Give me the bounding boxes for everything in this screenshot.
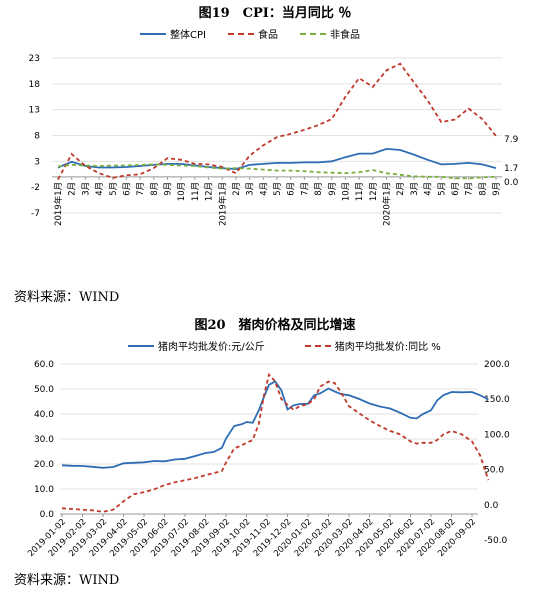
x-tick-label: 4月 xyxy=(95,182,105,196)
legend-label-yoy: 猪肉平均批发价:同比 % xyxy=(334,342,441,353)
y-tick-label-left: 30.0 xyxy=(34,435,54,445)
x-tick-label: 8月 xyxy=(478,182,488,196)
x-tick-label: 6月 xyxy=(122,182,132,196)
x-tick-label: 3月 xyxy=(246,182,256,196)
series-line-cpi xyxy=(57,147,497,171)
x-tick-label: 3月 xyxy=(81,182,91,196)
series-line-nonfood xyxy=(57,163,497,180)
y-tick-label-left: 60.0 xyxy=(34,360,54,370)
y-tick-label-left: 40.0 xyxy=(34,410,54,420)
y-tick-label: 3 xyxy=(34,157,40,167)
x-tick-label: 11月 xyxy=(355,182,365,201)
legend-item-nonfood: 非食品 xyxy=(299,26,360,41)
y-tick-label: 18 xyxy=(29,80,41,90)
y-tick-label: -2 xyxy=(31,183,40,193)
legend-item-price: 猪肉平均批发价:元/公斤 xyxy=(128,338,265,353)
x-tick-label: 10月 xyxy=(177,182,187,201)
y-tick-label-left: 20.0 xyxy=(34,460,54,470)
x-tick-label: 5月 xyxy=(437,182,447,196)
legend-label-nonfood: 非食品 xyxy=(329,30,360,41)
chart2-title: 图20 猪肉价格及同比增速 xyxy=(194,318,356,333)
chart2-legend: 猪肉平均批发价:元/公斤 猪肉平均批发价:同比 % xyxy=(128,338,463,353)
chart2-source: 资料来源：WIND xyxy=(14,573,120,588)
y-tick-label-right: 150.0 xyxy=(484,395,510,405)
x-tick-label: 2019年1月 xyxy=(53,182,64,226)
x-tick-label: 5月 xyxy=(109,182,119,196)
y-tick-label-left: 0.0 xyxy=(40,510,55,520)
x-tick-label: 7月 xyxy=(465,182,475,196)
x-tick-label: 11月 xyxy=(191,182,201,201)
chart1-legend: 整体CPI 食品 非食品 xyxy=(140,26,382,41)
x-tick-label: 2月 xyxy=(232,182,242,196)
legend-swatch-nonfood xyxy=(299,32,326,35)
series-line-price xyxy=(61,380,489,469)
x-tick-label: 9月 xyxy=(328,182,338,196)
y-tick-label-right: 100.0 xyxy=(484,430,510,440)
x-tick-label: 8月 xyxy=(314,182,324,196)
chart1-source: 资料来源：WIND xyxy=(14,290,120,305)
x-tick-label: 2020年1月 xyxy=(382,182,393,226)
end-value-label: 0.0 xyxy=(504,178,519,188)
y-tick-label: -7 xyxy=(31,209,40,219)
x-tick-label: 6月 xyxy=(287,182,297,196)
legend-label-cpi: 整体CPI xyxy=(170,30,206,41)
y-tick-label-left: 50.0 xyxy=(34,385,54,395)
y-tick-label-right: -50.0 xyxy=(484,536,508,546)
x-tick-label: 8月 xyxy=(150,182,160,196)
legend-label-food: 食品 xyxy=(257,30,278,41)
legend-swatch-price xyxy=(128,344,154,347)
y-tick-label: 13 xyxy=(29,106,40,116)
x-tick-label: 9月 xyxy=(164,182,174,196)
x-tick-label: 5月 xyxy=(273,182,283,196)
x-tick-label: 7月 xyxy=(300,182,310,196)
y-tick-label-left: 10.0 xyxy=(34,485,54,495)
y-tick-label-right: 50.0 xyxy=(484,466,504,476)
x-tick-label: 12月 xyxy=(205,182,215,201)
chart1-title: 图19 CPI：当月同比 ％ xyxy=(198,6,352,21)
legend-item-cpi: 整体CPI xyxy=(140,26,206,41)
y-tick-label: 23 xyxy=(29,54,40,64)
legend-item-yoy: 猪肉平均批发价:同比 % xyxy=(304,338,441,353)
x-tick-label: 10月 xyxy=(341,182,351,201)
x-tick-label: 2月 xyxy=(396,182,406,196)
legend-item-food: 食品 xyxy=(227,26,278,41)
x-tick-label: 4月 xyxy=(424,182,434,196)
x-tick-label: 9月 xyxy=(492,182,502,196)
x-tick-label: 4月 xyxy=(259,182,269,196)
end-value-label: 7.9 xyxy=(504,135,519,145)
x-tick-label: 3月 xyxy=(410,182,420,196)
x-tick-label: 2019年1月 xyxy=(217,182,228,226)
x-tick-label: 6月 xyxy=(451,182,461,196)
legend-swatch-cpi xyxy=(140,32,166,35)
series-line-yoy xyxy=(61,372,490,513)
series-line-food xyxy=(57,62,497,180)
legend-label-price: 猪肉平均批发价:元/公斤 xyxy=(158,342,265,353)
legend-swatch-food xyxy=(227,32,254,35)
x-tick-label: 2月 xyxy=(68,182,78,196)
x-tick-label: 7月 xyxy=(136,182,146,196)
y-tick-label-right: 0.0 xyxy=(484,501,499,511)
legend-swatch-yoy xyxy=(304,344,331,347)
y-tick-label: 8 xyxy=(34,132,40,142)
x-tick-label: 12月 xyxy=(369,182,379,201)
y-tick-label-right: 200.0 xyxy=(484,360,510,370)
end-value-label: 1.7 xyxy=(504,164,518,174)
